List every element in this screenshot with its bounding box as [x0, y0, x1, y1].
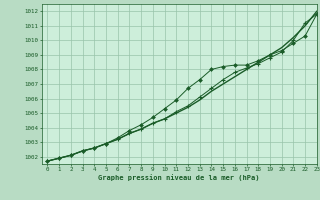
X-axis label: Graphe pression niveau de la mer (hPa): Graphe pression niveau de la mer (hPa): [99, 174, 260, 181]
